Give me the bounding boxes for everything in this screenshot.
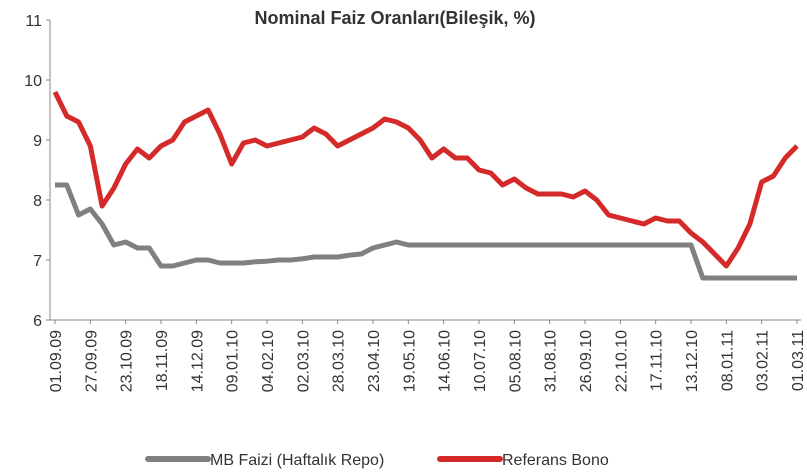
x-tick-label: 04.02.10 <box>260 330 277 392</box>
y-tick-label: 7 <box>33 253 42 270</box>
y-tick-label: 8 <box>33 193 42 210</box>
x-tick-label: 17.11.10 <box>649 330 666 391</box>
x-tick-label: 27.09.09 <box>83 330 100 392</box>
x-tick-label: 09.01.10 <box>225 330 242 392</box>
x-tick-label: 28.03.10 <box>331 330 348 392</box>
legend-label: MB Faizi (Haftalık Repo) <box>210 452 384 469</box>
x-tick-label: 19.05.10 <box>401 330 418 392</box>
x-tick-label: 13.12.10 <box>684 330 701 392</box>
y-tick-label: 9 <box>33 133 42 150</box>
x-tick-label: 14.12.09 <box>189 330 206 392</box>
series-line <box>55 182 797 281</box>
x-tick-label: 18.11.09 <box>154 330 171 391</box>
x-tick-label: 02.03.10 <box>295 330 312 392</box>
x-tick-label: 31.08.10 <box>543 330 560 392</box>
series-line <box>52 90 799 269</box>
x-tick-label: 14.06.10 <box>437 330 454 392</box>
chart-title: Nominal Faiz Oranları(Bileşik, %) <box>254 8 535 28</box>
x-tick-label: 22.10.10 <box>613 330 630 392</box>
x-tick-label: 10.07.10 <box>472 330 489 392</box>
y-tick-label: 10 <box>24 73 42 90</box>
x-tick-label: 23.04.10 <box>366 330 383 392</box>
x-tick-label: 05.08.10 <box>507 330 524 392</box>
x-tick-label: 23.10.09 <box>119 330 136 392</box>
x-tick-label: 03.02.11 <box>755 330 772 391</box>
x-tick-label: 01.09.09 <box>48 330 65 392</box>
x-tick-label: 01.03.11 <box>790 330 807 391</box>
legend-label: Referans Bono <box>502 452 609 469</box>
x-tick-label: 08.01.11 <box>719 330 736 391</box>
y-tick-label: 6 <box>33 313 42 330</box>
x-tick-label: 26.09.10 <box>578 330 595 392</box>
y-tick-label: 11 <box>25 13 42 30</box>
